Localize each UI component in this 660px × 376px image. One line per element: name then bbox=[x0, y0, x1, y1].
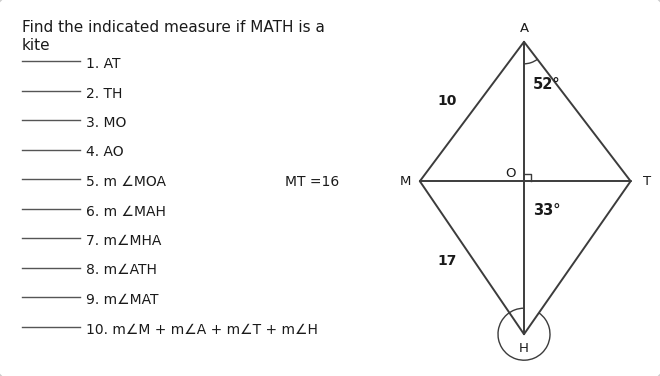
Text: 4. AO: 4. AO bbox=[86, 146, 123, 159]
Text: MT =16: MT =16 bbox=[285, 175, 339, 189]
Text: Find the indicated measure if MATH is a: Find the indicated measure if MATH is a bbox=[22, 20, 325, 35]
Text: M: M bbox=[400, 175, 412, 188]
Text: 52°: 52° bbox=[533, 77, 560, 92]
Text: 5. m ∠MOA: 5. m ∠MOA bbox=[86, 175, 166, 189]
Text: kite: kite bbox=[22, 38, 51, 53]
Text: 1. AT: 1. AT bbox=[86, 57, 121, 71]
Text: T: T bbox=[643, 175, 651, 188]
Text: 17: 17 bbox=[438, 254, 457, 268]
Text: 33°: 33° bbox=[533, 203, 560, 218]
Text: 3. MO: 3. MO bbox=[86, 116, 126, 130]
Text: 7. m∠MHA: 7. m∠MHA bbox=[86, 234, 162, 248]
Text: H: H bbox=[519, 342, 529, 355]
Text: 10: 10 bbox=[438, 94, 457, 108]
Text: O: O bbox=[505, 167, 515, 180]
Text: A: A bbox=[519, 22, 529, 35]
Text: 6. m ∠MAH: 6. m ∠MAH bbox=[86, 205, 166, 218]
Text: 2. TH: 2. TH bbox=[86, 86, 122, 100]
Text: 10. m∠M + m∠A + m∠T + m∠H: 10. m∠M + m∠A + m∠T + m∠H bbox=[86, 323, 318, 337]
Text: 8. m∠ATH: 8. m∠ATH bbox=[86, 264, 157, 277]
Text: 9. m∠MAT: 9. m∠MAT bbox=[86, 293, 158, 307]
